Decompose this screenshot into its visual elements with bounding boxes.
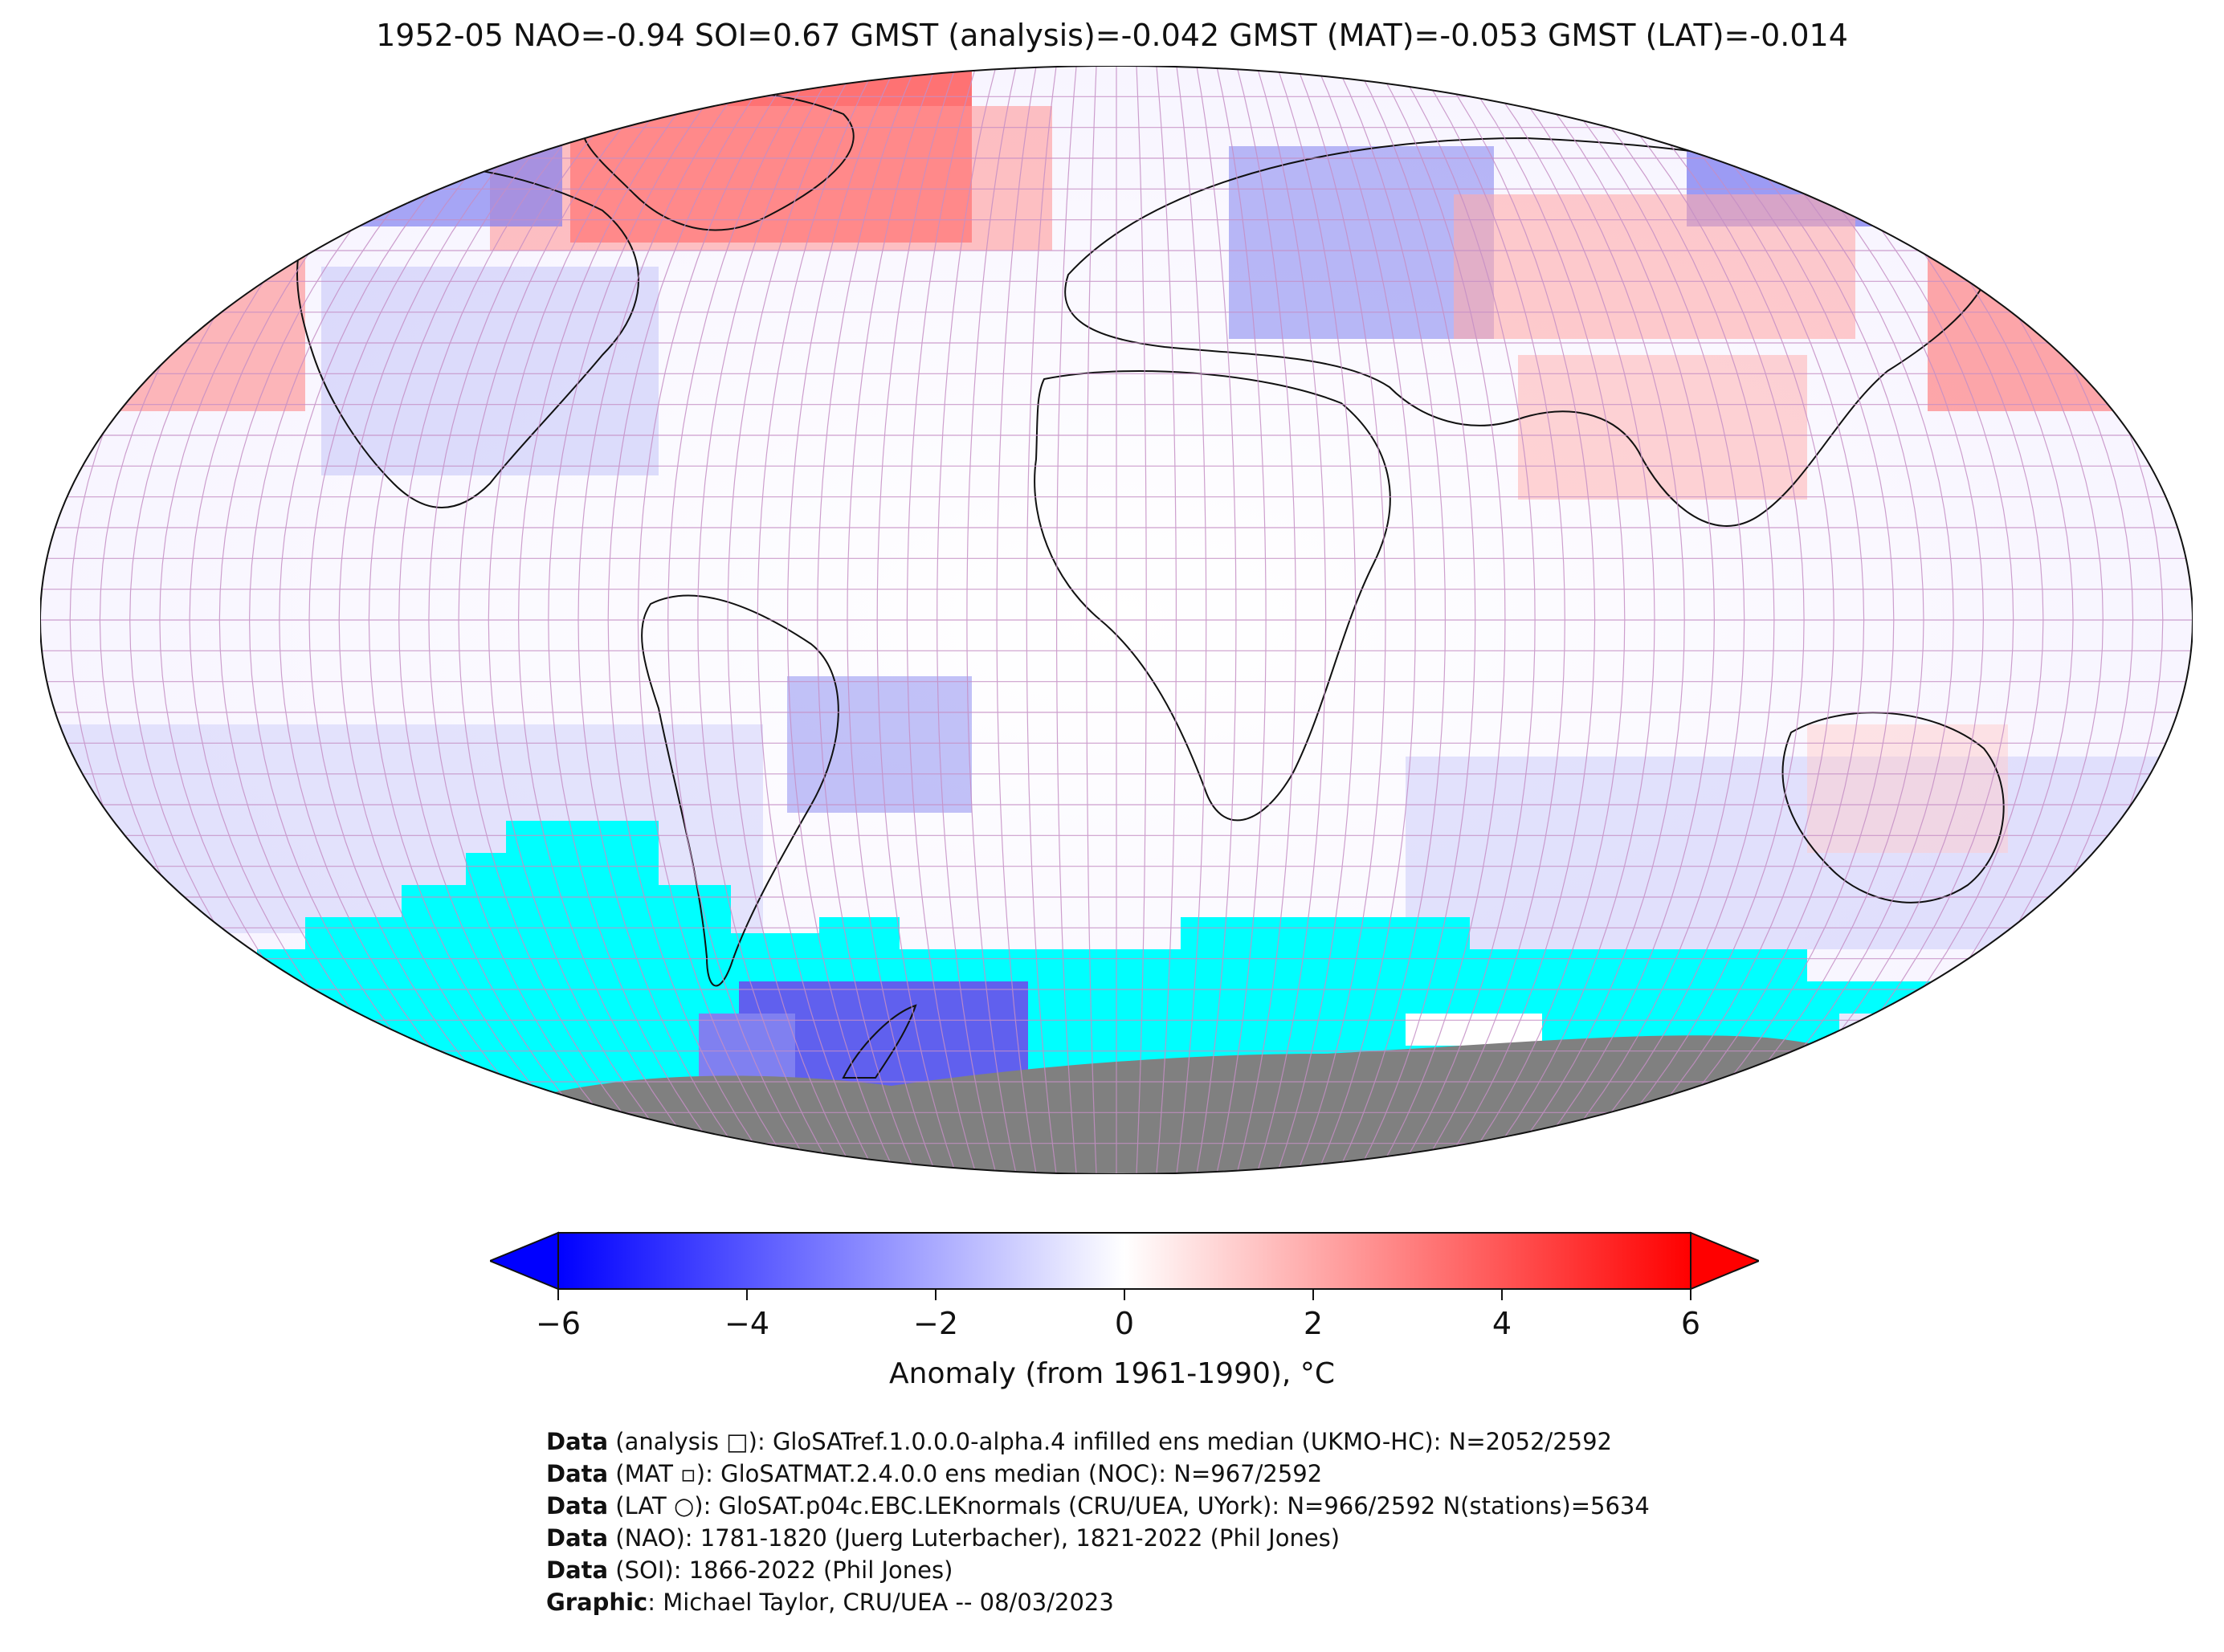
eurasia-outline xyxy=(1064,137,1993,527)
colorbar-tick-label: −4 xyxy=(724,1306,769,1341)
credit-line: Data (MAT ▫): GloSATMAT.2.4.0.0 ens medi… xyxy=(546,1458,1650,1490)
colorbar-tick-label: −2 xyxy=(913,1306,958,1341)
warm-patch-india xyxy=(1518,355,1807,500)
map-title: 1952-05 NAO=-0.94 SOI=0.67 GMST (analysi… xyxy=(376,18,1848,53)
credit-text: (NAO): 1781-1820 (Juerg Luterbacher), 18… xyxy=(608,1524,1341,1552)
credit-label: Data xyxy=(546,1428,609,1455)
africa-outline xyxy=(1034,370,1391,822)
credit-line: Data (SOI): 1866-2022 (Phil Jones) xyxy=(546,1554,1650,1586)
credit-text: (SOI): 1866-2022 (Phil Jones) xyxy=(608,1556,953,1584)
south-america-outline xyxy=(641,594,839,987)
colorbar-tick-label: −6 xyxy=(536,1306,581,1341)
cold-band-south-indian xyxy=(1406,757,2193,949)
credit-line: Data (NAO): 1781-1820 (Juerg Luterbacher… xyxy=(546,1522,1650,1554)
credit-label: Data xyxy=(546,1460,609,1487)
credit-label: Data xyxy=(546,1524,609,1552)
credit-line: Data (LAT ○): GloSAT.p04c.EBC.LEKnormals… xyxy=(546,1490,1650,1522)
colorbar-ticks: −6 −4 −2 0 2 4 6 xyxy=(536,1289,1700,1341)
antarctic-peninsula-outline xyxy=(842,1004,917,1079)
colorbar-extend-high xyxy=(1690,1231,1759,1291)
north-america-outline xyxy=(296,165,639,508)
colorbar-label: Anomaly (from 1961-1990), °C xyxy=(889,1357,1335,1390)
credit-line: Data (analysis □): GloSATref.1.0.0.0-alp… xyxy=(546,1426,1650,1458)
colorbar-tick-label: 6 xyxy=(1681,1306,1700,1341)
white-patch-south-indian xyxy=(1406,1014,1542,1046)
credit-label: Graphic xyxy=(546,1589,648,1616)
credits-block: Data (analysis □): GloSATref.1.0.0.0-alp… xyxy=(546,1426,1650,1618)
colorbar-tick-label: 0 xyxy=(1115,1306,1134,1341)
colorbar-extend-low xyxy=(490,1231,559,1291)
cold-patch-brazil xyxy=(787,676,972,813)
credit-label: Data xyxy=(546,1492,609,1519)
anomaly-map xyxy=(40,66,2193,1174)
credit-line: Graphic: Michael Taylor, CRU/UEA -- 08/0… xyxy=(546,1586,1650,1618)
credit-text: (LAT ○): GloSAT.p04c.EBC.LEKnormals (CRU… xyxy=(608,1492,1650,1519)
credit-text: : Michael Taylor, CRU/UEA -- 08/03/2023 xyxy=(647,1589,1114,1616)
colorbar: −6 −4 −2 0 2 4 6 xyxy=(490,1231,1759,1341)
cold-patch-russia xyxy=(1229,146,1494,339)
warm-patch-asia xyxy=(1454,194,1855,339)
colorbar-body xyxy=(557,1232,1691,1290)
white-patch-south-pacific xyxy=(1839,1014,1960,1046)
warm-patch-australia xyxy=(1807,724,2008,853)
colorbar-tick-label: 2 xyxy=(1304,1306,1323,1341)
colorbar-tick-label: 4 xyxy=(1492,1306,1512,1341)
credit-text: (MAT ▫): GloSATMAT.2.4.0.0 ens median (N… xyxy=(608,1460,1323,1487)
credit-label: Data xyxy=(546,1556,609,1584)
cold-patch-alaska xyxy=(265,98,562,226)
credit-text: (analysis □): GloSATref.1.0.0.0-alpha.4 … xyxy=(608,1428,1613,1455)
cold-band-north-america xyxy=(321,267,659,475)
